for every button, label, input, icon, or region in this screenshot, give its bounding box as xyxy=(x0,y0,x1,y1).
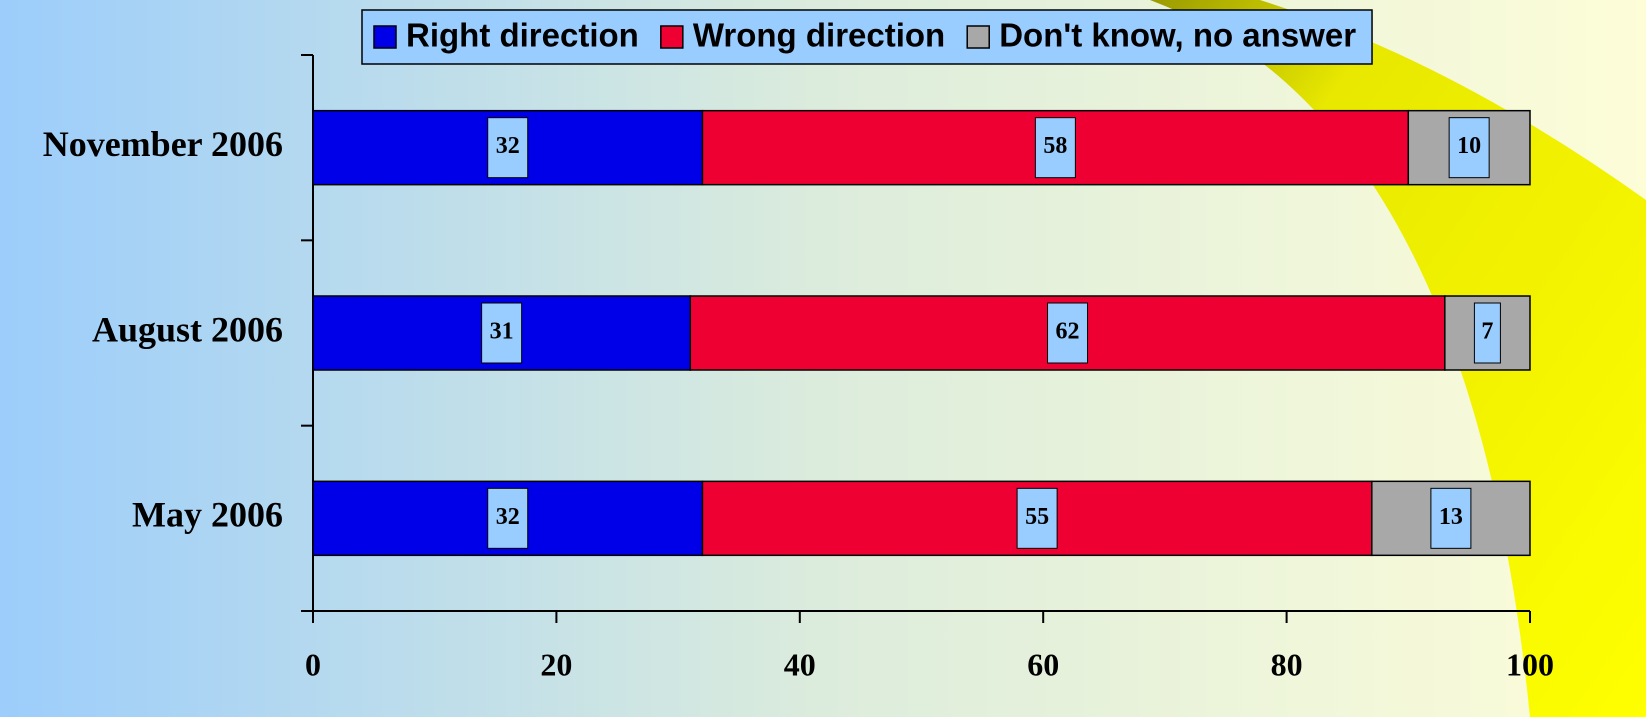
data-label-box xyxy=(1016,487,1058,549)
data-label-box xyxy=(1448,117,1490,179)
data-label: 32 xyxy=(496,133,520,159)
legend: Right direction Wrong direction Don't know… xyxy=(361,9,1373,65)
y-tick-label: November 2006 xyxy=(43,124,283,164)
data-label-box xyxy=(487,117,529,179)
x-tick-label: 20 xyxy=(540,646,572,682)
data-label: 62 xyxy=(1056,319,1080,345)
data-label-box xyxy=(1473,302,1501,364)
legend-box xyxy=(361,9,1373,65)
x-tick-label: 80 xyxy=(1271,646,1303,682)
data-label: 31 xyxy=(490,319,514,345)
y-tick-label: August 2006 xyxy=(92,309,283,349)
data-label: 10 xyxy=(1457,133,1481,159)
data-label: 32 xyxy=(496,504,520,530)
x-tick-label: 40 xyxy=(784,646,816,682)
legend-swatch xyxy=(660,25,684,49)
legend-label: Wrong direction xyxy=(693,17,945,54)
data-label-box xyxy=(1034,117,1076,179)
y-tick-label: May 2006 xyxy=(132,495,283,535)
data-label: 13 xyxy=(1439,504,1463,530)
data-label-box xyxy=(1047,302,1089,364)
data-label-box xyxy=(481,302,523,364)
data-label-box xyxy=(487,487,529,549)
data-label-box xyxy=(1430,487,1472,549)
legend-label: Don't know, no answer xyxy=(999,17,1356,54)
x-tick-label: 0 xyxy=(305,646,321,682)
x-tick-label: 100 xyxy=(1506,646,1554,682)
data-label: 7 xyxy=(1481,319,1493,345)
data-label: 55 xyxy=(1025,504,1049,530)
data-label: 58 xyxy=(1043,133,1067,159)
legend-swatch xyxy=(373,25,397,49)
legend-label: Right direction xyxy=(406,17,639,54)
legend-swatch xyxy=(966,25,990,49)
x-tick-label: 60 xyxy=(1027,646,1059,682)
